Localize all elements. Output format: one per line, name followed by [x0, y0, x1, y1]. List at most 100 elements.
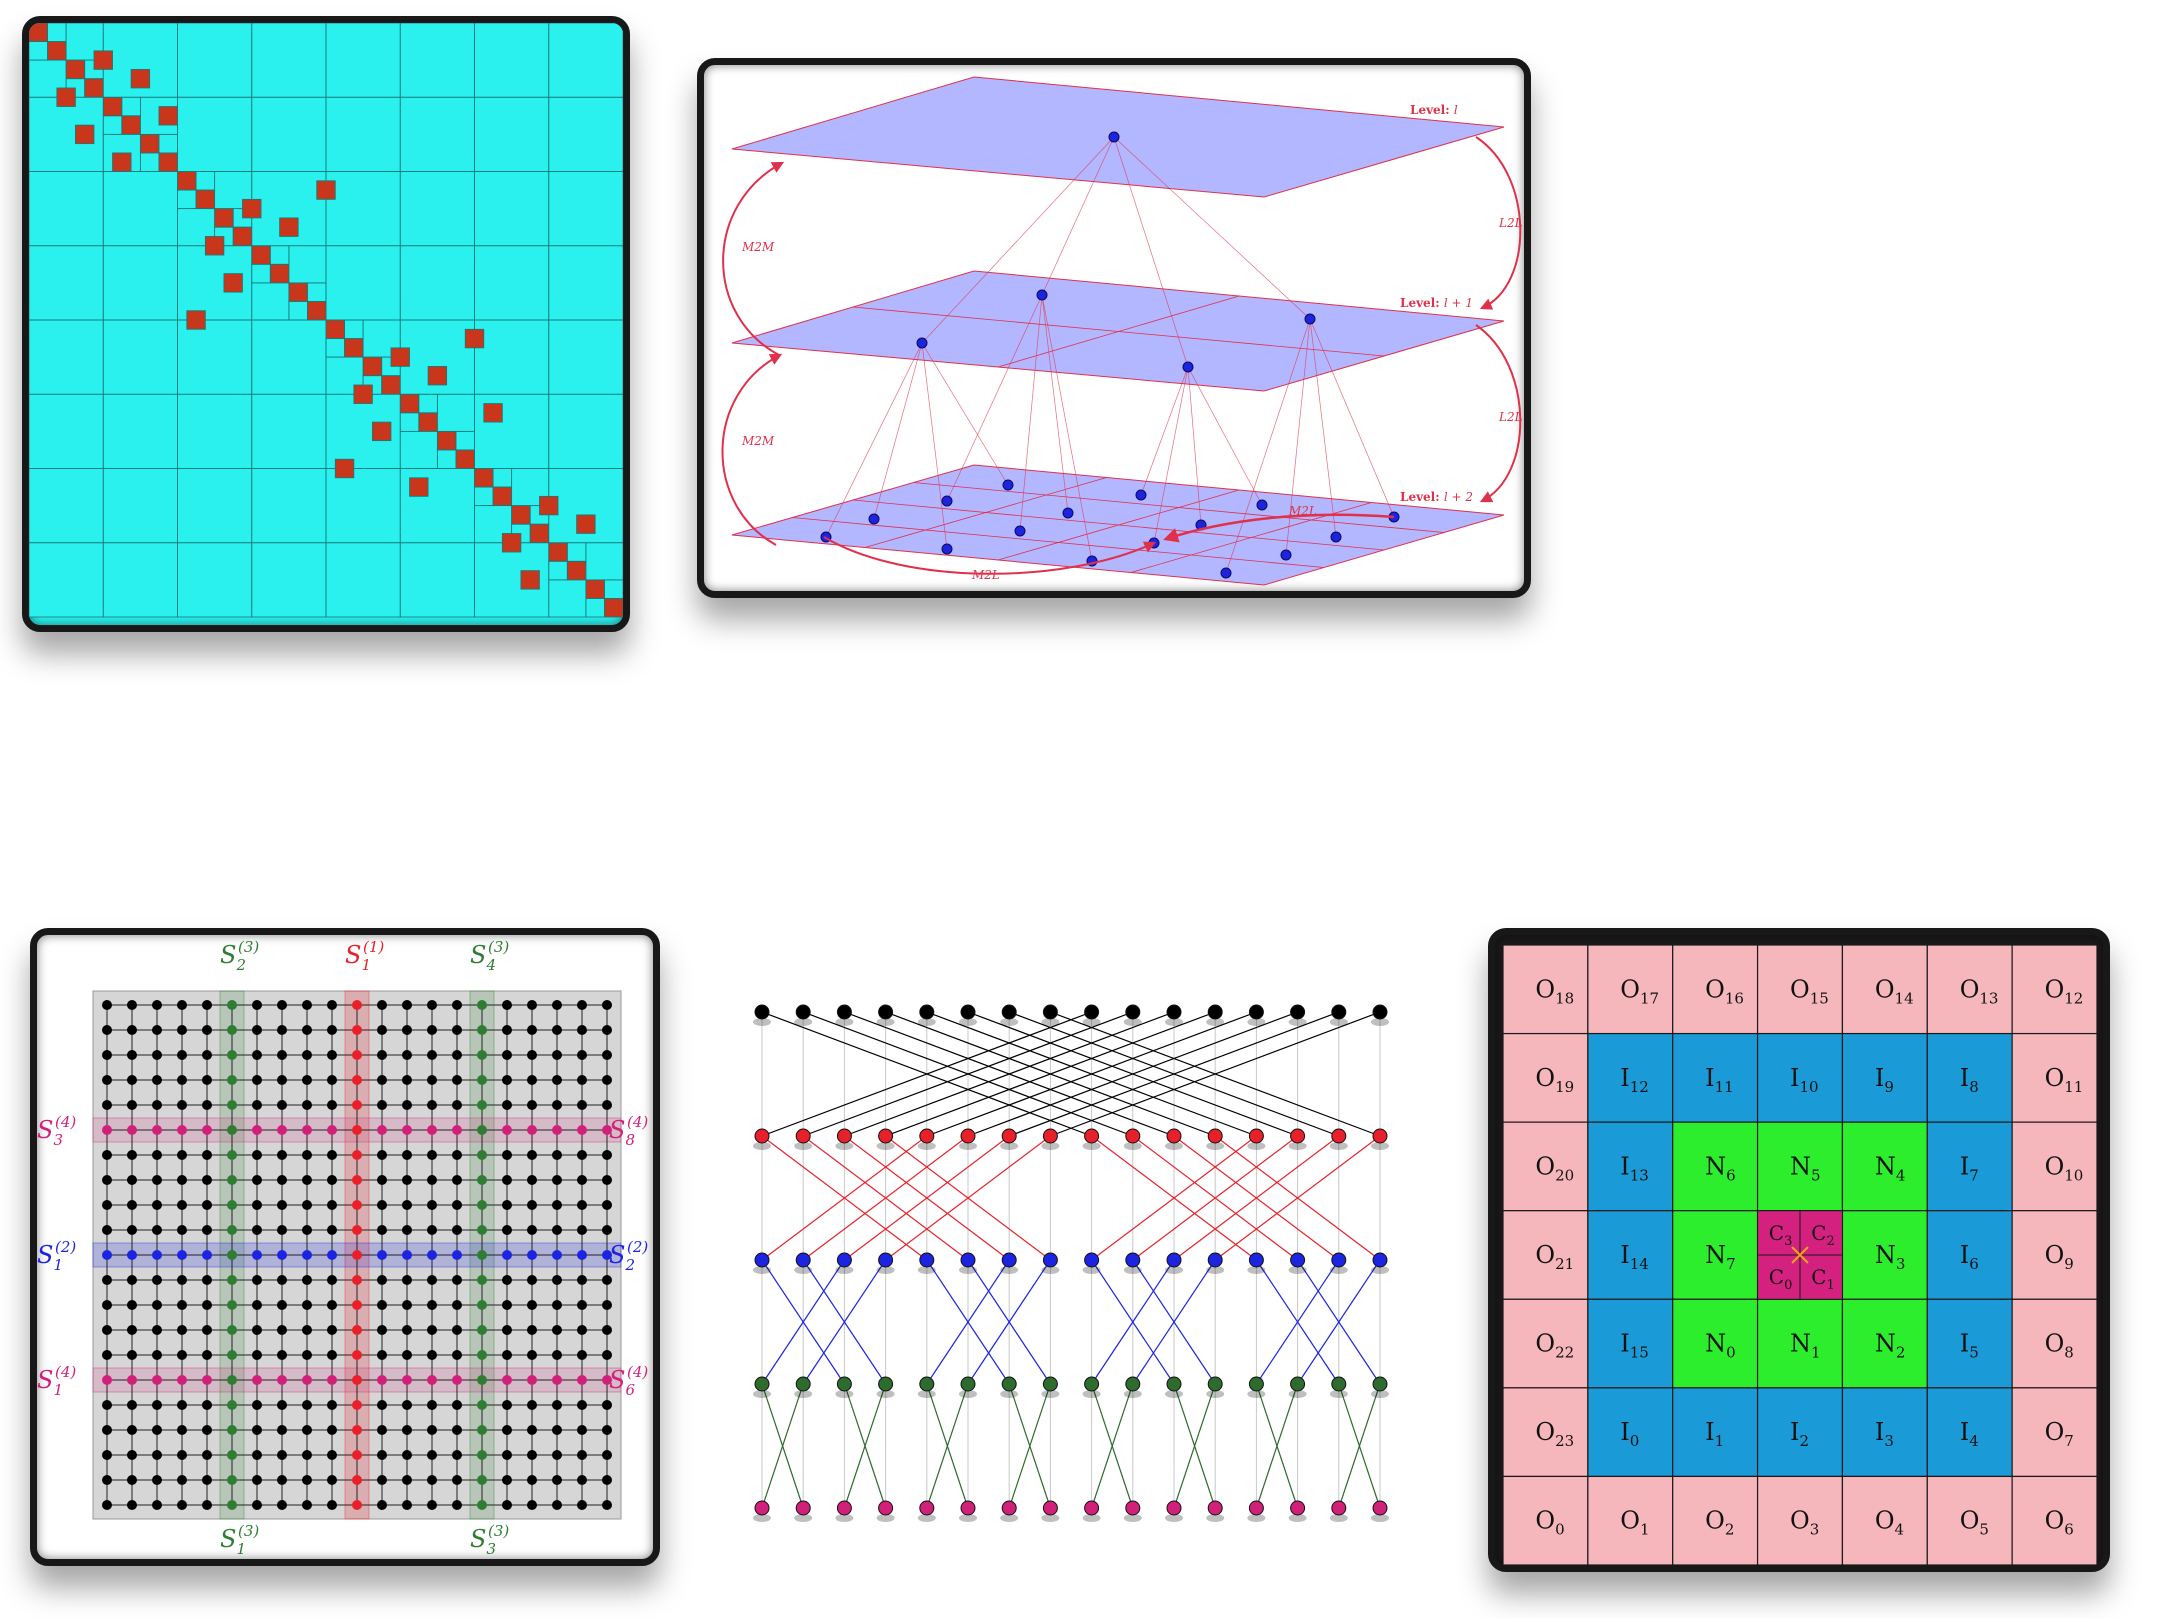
- stencil-cell: [1503, 1387, 1589, 1478]
- grid-node: [577, 1475, 587, 1485]
- grid-node: [227, 1225, 237, 1235]
- dense-block: [474, 468, 494, 488]
- grid-node: [502, 1025, 512, 1035]
- node-shadow: [1041, 1514, 1060, 1522]
- grid-node: [227, 1325, 237, 1335]
- tree-edge: [1041, 294, 1069, 514]
- butterfly-node: [1084, 1376, 1100, 1392]
- grid-node: [202, 1375, 212, 1385]
- grid-node: [552, 1125, 562, 1135]
- grid-node: [152, 1225, 162, 1235]
- grid-node: [202, 1025, 212, 1035]
- butterfly-node: [1331, 1252, 1347, 1268]
- stencil-cell-label: O7: [2045, 1418, 2074, 1450]
- grid-node: [427, 1050, 437, 1060]
- butterfly-node: [795, 1128, 811, 1144]
- grid-node: [427, 1450, 437, 1460]
- butterfly-edge: [1132, 1135, 1298, 1261]
- grid-node: [177, 1300, 187, 1310]
- node-shadow: [1123, 1390, 1142, 1398]
- butterfly-edge: [967, 1259, 1051, 1385]
- stencil-cell-label: O6: [2045, 1507, 2074, 1539]
- node-shadow: [959, 1266, 977, 1274]
- node-shadow: [835, 1142, 854, 1150]
- butterfly-node: [1166, 1500, 1182, 1516]
- node-shadow: [917, 1390, 936, 1398]
- stencil-cell-label: O12: [2045, 975, 2084, 1007]
- tree-edge: [921, 136, 1115, 344]
- grid-node: [202, 1300, 212, 1310]
- grid-node: [352, 1425, 362, 1435]
- grid-node: [102, 1500, 112, 1510]
- stencil-cell-label: O10: [2045, 1152, 2084, 1184]
- grid-node: [502, 1475, 512, 1485]
- grid-node: [452, 1050, 462, 1060]
- grid-node: [327, 1075, 337, 1085]
- grid-node: [527, 1075, 537, 1085]
- node-shadow: [1247, 1266, 1266, 1274]
- grid-node: [152, 1375, 162, 1385]
- grid-node: [127, 1000, 137, 1010]
- butterfly-edge: [1008, 1011, 1340, 1137]
- node-shadow: [1288, 1018, 1307, 1026]
- stencil-cell: [1841, 1032, 1928, 1123]
- grid-node: [177, 1400, 187, 1410]
- grid-node: [552, 1175, 562, 1185]
- separator-label: S1(1): [345, 938, 384, 974]
- node-shadow: [917, 1142, 936, 1150]
- grid-node: [552, 1350, 562, 1360]
- node-shadow: [1082, 1514, 1101, 1522]
- grid-node: [377, 1500, 387, 1510]
- grid-node: [527, 1500, 537, 1510]
- butterfly-node: [1248, 1500, 1264, 1516]
- dense-block: [566, 560, 587, 581]
- grid-node: [227, 1425, 237, 1435]
- node-shadow: [1247, 1390, 1266, 1398]
- dense-block: [251, 245, 271, 265]
- grid-node: [327, 1250, 337, 1260]
- node-shadow: [835, 1018, 854, 1026]
- grid-node: [427, 1325, 437, 1335]
- m2m-lower-label: M2M: [741, 434, 775, 448]
- node-shadow: [1123, 1514, 1142, 1522]
- stencil-cell: [1841, 1475, 1928, 1565]
- butterfly-node: [1207, 1376, 1223, 1392]
- grid-node: [452, 1325, 462, 1335]
- grid-node: [452, 1075, 462, 1085]
- grid-node: [502, 1400, 512, 1410]
- butterfly-node: [960, 1004, 976, 1020]
- grid-node: [127, 1150, 137, 1160]
- butterfly-node: [1166, 1252, 1182, 1268]
- stencil-cell-label: O4: [1875, 1507, 1904, 1539]
- stencil-cell: [1926, 1210, 2013, 1300]
- stencil-cell-label: O14: [1875, 975, 1914, 1007]
- butterfly-node: [1290, 1252, 1306, 1268]
- butterfly-node: [1331, 1004, 1347, 1020]
- stencil-cell: [1672, 1210, 1759, 1300]
- dense-block: [269, 263, 290, 284]
- grid-node: [427, 1425, 437, 1435]
- butterfly-node: [754, 1376, 770, 1392]
- grid-node: [452, 1025, 462, 1035]
- grid-node: [302, 1000, 312, 1010]
- butterfly-edge: [843, 1383, 887, 1509]
- grid-node: [252, 1500, 262, 1510]
- tree-node: [1036, 289, 1048, 301]
- grid-node: [202, 1325, 212, 1335]
- butterfly-node: [836, 1500, 852, 1516]
- grid-node: [427, 1150, 437, 1160]
- dense-block: [214, 208, 234, 228]
- grid-node: [102, 1200, 112, 1210]
- grid-node: [577, 1150, 587, 1160]
- dense-block: [381, 375, 401, 395]
- butterfly-edge: [761, 1259, 845, 1385]
- grid-node: [302, 1050, 312, 1060]
- node-shadow: [1082, 1142, 1101, 1150]
- butterfly-node: [919, 1500, 935, 1516]
- grid-node: [352, 1250, 362, 1260]
- grid-node: [577, 1325, 587, 1335]
- grid-node: [352, 1075, 362, 1085]
- butterfly-node: [919, 1252, 935, 1268]
- grid-node: [152, 1350, 162, 1360]
- stencil-cell-label: O8: [2045, 1330, 2074, 1362]
